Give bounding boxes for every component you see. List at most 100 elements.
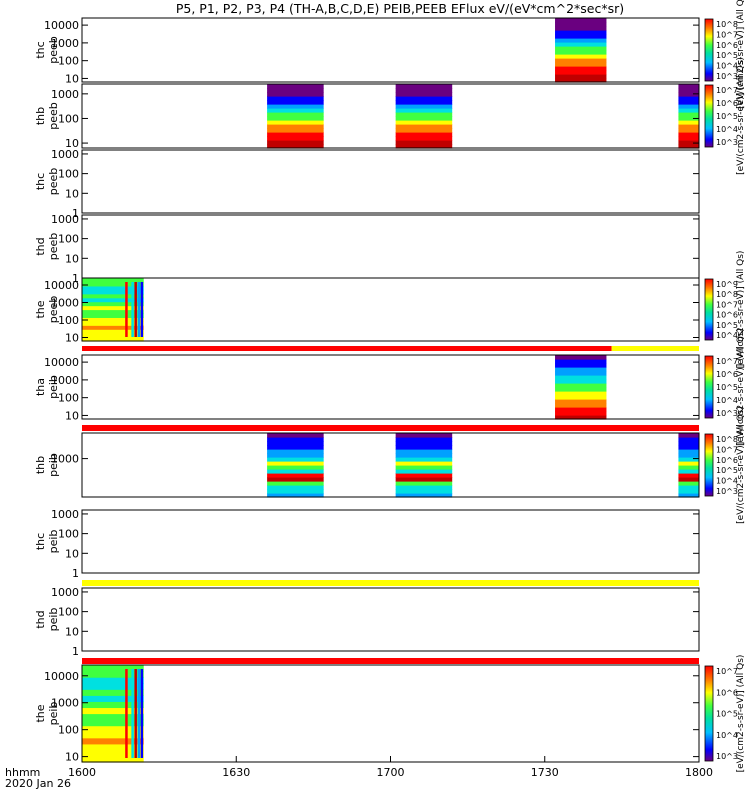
- y-tick-label: 100: [58, 392, 79, 405]
- colorbar-tick-label: 10^9: [716, 280, 738, 289]
- quality-bar: [82, 346, 699, 351]
- y-tick-label: 10: [65, 751, 79, 764]
- spectrogram-cell: [395, 108, 453, 113]
- spectrogram-cell: [395, 481, 453, 486]
- spectrogram-cell: [555, 26, 607, 31]
- colorbar-tick-label: 10^6: [716, 370, 738, 379]
- spectrogram-cell: [555, 78, 607, 83]
- spectrogram-cell: [678, 128, 699, 133]
- y-tick-label: 100: [58, 168, 79, 181]
- spectrogram-cell: [267, 485, 324, 490]
- spectrogram-cell: [267, 140, 324, 145]
- spectrogram-cell: [678, 481, 699, 486]
- spectrogram-cell: [82, 297, 144, 303]
- spectrogram-cell: [395, 120, 453, 125]
- spectrogram-cell: [395, 88, 453, 93]
- spectrogram-cell: [555, 395, 607, 400]
- spectrogram-cell: [678, 140, 699, 145]
- spectrogram-cell: [82, 289, 144, 295]
- colorbar-tick-label: 10^4: [716, 125, 738, 134]
- spectrogram-cell: [82, 278, 144, 283]
- spectrogram-cell: [395, 449, 453, 454]
- spectrogram-cell: [678, 124, 699, 129]
- spectrogram-cell: [678, 84, 699, 89]
- y-tick-label: 100: [58, 314, 79, 327]
- panel-thc-peeb: 1000 100 10 1 thc peeb: [34, 148, 700, 220]
- colorbar-tick-label: 10^7: [716, 667, 738, 676]
- spectrogram-cell: [267, 92, 324, 97]
- spectrogram-cell: [555, 70, 607, 75]
- panel-probe-label: thc: [34, 41, 47, 58]
- colorbar-tick-label: 10^4: [716, 477, 738, 486]
- quality-bar-segment: [82, 658, 699, 664]
- spectrogram-cell: [678, 116, 699, 121]
- spectrogram-cell: [82, 293, 144, 299]
- colorbar-tick-label: 10^3: [716, 72, 738, 81]
- spectrogram-cell: [82, 737, 144, 745]
- panel-probe-label: the: [34, 300, 47, 318]
- spectrogram-cell: [267, 136, 324, 141]
- spectrogram-cell: [267, 457, 324, 462]
- spectrogram-cell: [395, 136, 453, 141]
- spectrogram-cell: [267, 96, 324, 101]
- spectrogram-cell: [555, 375, 607, 380]
- y-tick-label: 1000: [51, 453, 79, 466]
- panel-thd-peib: 1000 100 10 1 thd peib: [34, 586, 700, 658]
- spectrogram-streak: [140, 669, 144, 758]
- spectrogram-cell: [82, 337, 144, 342]
- quality-bar: [82, 425, 699, 431]
- colorbar-tick-label: 10^3: [716, 487, 738, 496]
- y-tick-label: 1: [72, 567, 79, 580]
- spectrogram-cell: [395, 453, 453, 458]
- colorbar-unit-label: [eV/(cm2-s-sr-eV)] (All Qs): [736, 57, 746, 175]
- y-tick-label: 10: [65, 625, 79, 638]
- spectrogram-cell: [555, 46, 607, 51]
- spectrogram-cell: [555, 50, 607, 55]
- spectrogram-cell: [395, 493, 453, 498]
- spectrogram-cell: [395, 116, 453, 121]
- panel-probe-label: tha: [34, 378, 47, 396]
- spectrogram-cell: [678, 461, 699, 466]
- panel-product-label: peeb: [47, 296, 60, 324]
- spectrogram-cell: [82, 707, 144, 715]
- colorbar-tick-label: 10^6: [716, 456, 738, 465]
- y-tick-label: 10: [65, 187, 79, 200]
- y-tick-label: 1000: [51, 374, 79, 387]
- spectrogram-cell: [82, 305, 144, 311]
- spectrogram-cell: [555, 74, 607, 79]
- colorbar: [704, 355, 714, 419]
- colorbar-tick-label: 10^5: [716, 321, 738, 330]
- panel-product-label: peeb: [47, 36, 60, 64]
- panel-product-label: peib: [47, 375, 60, 399]
- y-tick-label: 10: [65, 332, 79, 345]
- colorbar-tick-label: 10^5: [716, 466, 738, 475]
- colorbar-tick-label: 10^4: [716, 62, 738, 71]
- spectrogram-cell: [82, 731, 144, 739]
- spectrogram-cell: [267, 441, 324, 446]
- spectrogram-cell: [555, 22, 607, 27]
- spectrogram-cell: [555, 18, 607, 23]
- spectrogram-cell: [678, 100, 699, 105]
- spectrogram-cell: [678, 437, 699, 442]
- spectrogram-streak: [131, 669, 134, 758]
- spectrogram-cell: [555, 359, 607, 364]
- spectrogram-cell: [678, 445, 699, 450]
- spectrogram-cell: [267, 473, 324, 478]
- colorbar-tick-label: 10^4: [716, 396, 738, 405]
- spectrogram-streak: [125, 669, 128, 758]
- colorbar-tick-label: 10^6: [716, 99, 738, 108]
- spectrogram-cell: [82, 281, 144, 287]
- y-tick-label: 100: [58, 233, 79, 246]
- spectrogram-cell: [555, 391, 607, 396]
- x-tick-label: 1630: [222, 766, 250, 779]
- spectrogram-cell: [82, 701, 144, 709]
- spectrogram-cell: [82, 333, 144, 338]
- panel-product-label: peib: [47, 702, 60, 726]
- spectrogram-cell: [267, 437, 324, 442]
- spectrogram-streak: [134, 282, 137, 337]
- date-label: 2020 Jan 26: [5, 777, 71, 790]
- spectrogram-cell: [82, 677, 144, 684]
- panel-probe-label: thb: [34, 107, 47, 125]
- spectrogram-cell: [82, 671, 144, 678]
- panel-thd-peeb: 1000 100 10 1 thd peeb: [34, 213, 700, 285]
